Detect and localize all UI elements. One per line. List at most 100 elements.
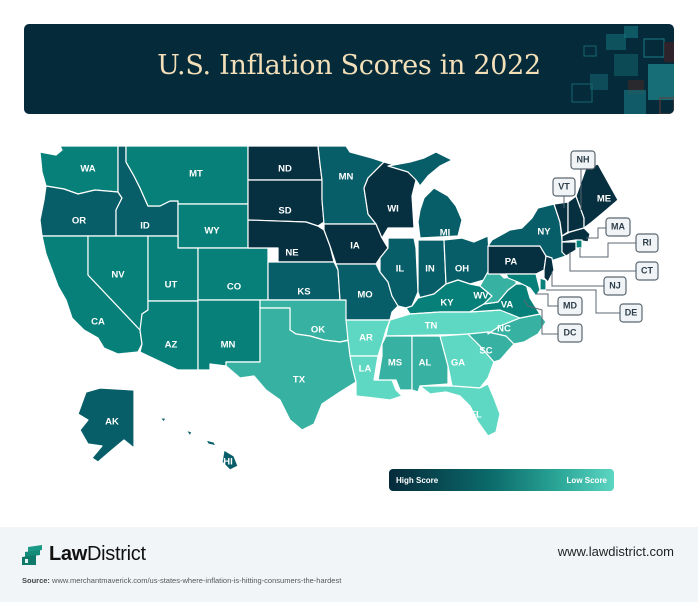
label-ms: MS bbox=[388, 358, 402, 369]
state-az[interactable] bbox=[139, 300, 199, 371]
source-url[interactable]: www.merchantmaverick.com/us-states-where… bbox=[52, 576, 342, 585]
svg-text:VT: VT bbox=[558, 181, 570, 191]
state-md[interactable] bbox=[505, 273, 541, 297]
label-wy: WY bbox=[204, 226, 220, 237]
state-fl[interactable] bbox=[419, 383, 501, 437]
state-la[interactable] bbox=[349, 355, 403, 401]
website-link[interactable]: www.lawdistrict.com bbox=[557, 544, 674, 559]
footer: LawDistrict www.lawdistrict.com Source: … bbox=[0, 527, 698, 602]
label-me: ME bbox=[597, 194, 611, 205]
state-or[interactable] bbox=[39, 185, 123, 237]
title-banner: U.S. Inflation Scores in 2022 bbox=[24, 24, 674, 114]
svg-text:MD: MD bbox=[563, 300, 577, 310]
brand-name: LawDistrict bbox=[49, 543, 146, 565]
state-de[interactable] bbox=[539, 277, 547, 291]
label-ga: GA bbox=[451, 358, 465, 369]
callout-dc[interactable]: DC bbox=[557, 323, 583, 343]
state-sd[interactable] bbox=[247, 179, 325, 227]
label-ny: NY bbox=[537, 227, 551, 238]
label-id: ID bbox=[140, 221, 150, 232]
state-ct[interactable] bbox=[561, 241, 577, 257]
label-tn: TN bbox=[425, 321, 438, 332]
label-ks: KS bbox=[297, 287, 310, 298]
label-mt: MT bbox=[189, 169, 203, 180]
color-scale-legend: High Score Low Score bbox=[389, 469, 614, 491]
leader-ct bbox=[569, 252, 636, 272]
callout-de[interactable]: DE bbox=[619, 303, 643, 323]
state-tx[interactable] bbox=[225, 307, 357, 431]
callout-nh[interactable]: NH bbox=[570, 150, 596, 170]
label-ut: UT bbox=[165, 280, 178, 291]
label-ak: AK bbox=[105, 417, 119, 428]
label-fl: FL bbox=[470, 410, 482, 421]
label-nd: ND bbox=[278, 164, 292, 175]
legend-high-label: High Score bbox=[396, 475, 439, 485]
label-ok: OK bbox=[311, 325, 325, 336]
label-mi: MI bbox=[440, 228, 451, 239]
label-va: VA bbox=[501, 300, 514, 311]
state-mi[interactable] bbox=[387, 151, 463, 239]
label-il: IL bbox=[396, 264, 405, 275]
page-title: U.S. Inflation Scores in 2022 bbox=[157, 50, 541, 81]
state-il[interactable] bbox=[379, 237, 419, 309]
svg-text:NH: NH bbox=[577, 154, 590, 164]
label-tx: TX bbox=[293, 375, 306, 386]
svg-text:CT: CT bbox=[641, 265, 653, 275]
label-nm: MN bbox=[221, 340, 236, 351]
svg-text:DE: DE bbox=[625, 307, 638, 317]
label-mn: MN bbox=[339, 172, 354, 183]
callout-ri[interactable]: RI bbox=[635, 233, 659, 253]
state-nj[interactable] bbox=[543, 255, 555, 283]
leader-ma bbox=[586, 227, 606, 239]
label-ca: CA bbox=[91, 317, 105, 328]
state-nm[interactable] bbox=[197, 299, 261, 371]
label-oh: OH bbox=[455, 264, 469, 275]
label-ia: IA bbox=[350, 241, 360, 252]
label-la: LA bbox=[359, 364, 372, 375]
callout-nj[interactable]: NJ bbox=[603, 276, 627, 296]
leader-nj bbox=[551, 272, 604, 287]
state-ak[interactable] bbox=[77, 387, 135, 463]
label-wv: WV bbox=[473, 291, 489, 302]
leader-dc bbox=[523, 299, 558, 335]
lawdistrict-logo[interactable]: LawDistrict bbox=[22, 543, 146, 566]
label-nc: NC bbox=[497, 324, 511, 335]
callout-vt[interactable]: VT bbox=[552, 177, 576, 197]
label-ar: AR bbox=[359, 333, 373, 344]
label-al: AL bbox=[419, 358, 432, 369]
decorative-squares-pattern bbox=[571, 26, 674, 114]
legend-low-label: Low Score bbox=[566, 475, 607, 485]
svg-text:MA: MA bbox=[611, 221, 625, 231]
label-ne: NE bbox=[285, 248, 298, 259]
leader-de bbox=[546, 289, 620, 314]
leader-md bbox=[536, 293, 558, 307]
svg-text:DC: DC bbox=[564, 327, 577, 337]
leader-ri bbox=[579, 242, 636, 258]
label-mo: MO bbox=[357, 290, 372, 301]
callout-ct[interactable]: CT bbox=[635, 261, 659, 281]
state-hi[interactable] bbox=[159, 417, 239, 471]
label-wi: WI bbox=[387, 204, 399, 215]
state-ne[interactable] bbox=[247, 219, 335, 263]
label-in: IN bbox=[425, 264, 435, 275]
us-choropleth-map: WA OR CA ID NV MT WY UT CO AZ MN ND SD N… bbox=[0, 130, 698, 520]
label-sd: SD bbox=[278, 206, 291, 217]
source-label: Source: bbox=[22, 576, 50, 585]
state-mt[interactable] bbox=[125, 145, 249, 207]
label-nv: NV bbox=[111, 270, 125, 281]
state-oh[interactable] bbox=[443, 235, 491, 285]
state-ri[interactable] bbox=[575, 239, 583, 249]
label-or: OR bbox=[72, 216, 86, 227]
source-citation: Source: www.merchantmaverick.com/us-stat… bbox=[22, 576, 341, 585]
label-ky: KY bbox=[440, 298, 454, 309]
map-canvas: WA OR CA ID NV MT WY UT CO AZ MN ND SD N… bbox=[39, 145, 659, 471]
label-co: CO bbox=[227, 282, 241, 293]
callout-md[interactable]: MD bbox=[557, 296, 583, 316]
label-sc: SC bbox=[479, 346, 492, 357]
callout-ma[interactable]: MA bbox=[605, 217, 631, 237]
state-nc[interactable] bbox=[487, 313, 547, 345]
label-hi: HI bbox=[223, 457, 233, 468]
svg-text:RI: RI bbox=[643, 237, 652, 247]
label-wa: WA bbox=[80, 164, 95, 175]
svg-text:NJ: NJ bbox=[609, 280, 621, 290]
